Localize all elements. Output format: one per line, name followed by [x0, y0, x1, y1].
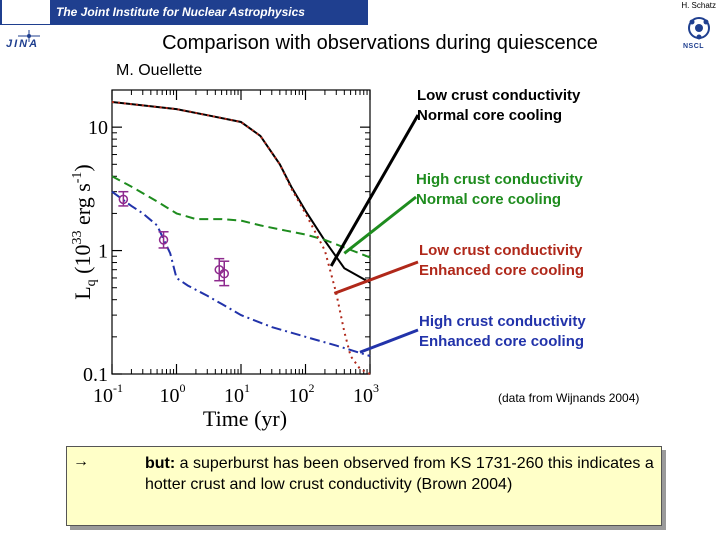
- jina-wordmark: JINA: [6, 38, 40, 50]
- slide-title: Comparison with observations during quie…: [162, 32, 598, 54]
- author-label: H. Schatz: [681, 1, 716, 10]
- observation-point: [158, 235, 169, 245]
- callout-body: a superburst has been observed from KS 1…: [145, 455, 654, 493]
- superburst-callout: → but: a superburst has been observed fr…: [66, 446, 662, 526]
- callout-lead: but:: [145, 455, 176, 472]
- banner-title: The Joint Institute for Nuclear Astrophy…: [56, 5, 305, 19]
- author-credit: M. Ouellette: [112, 62, 207, 80]
- y-tick-label: 0.1: [83, 364, 108, 386]
- nscl-logo-icon: [688, 17, 710, 40]
- x-tick-label: 100: [160, 381, 186, 407]
- y-axis-label: Lq (1033 erg s-1): [70, 164, 99, 300]
- y-tick-label: 10: [88, 117, 108, 139]
- annotation-low-enhanced: Low crust conductivity Enhanced core coo…: [419, 241, 584, 281]
- annotation-pointer-1: [343, 195, 417, 255]
- annotation-pointer-3: [359, 328, 419, 354]
- x-tick-label: 101: [224, 381, 250, 407]
- annotation-low-enhanced-line1: Low crust conductivity: [419, 242, 583, 259]
- x-axis-label: Time (yr): [203, 406, 287, 431]
- annotation-low-enhanced-line2: Enhanced core cooling: [419, 262, 585, 279]
- data-source-note: (data from Wijnands 2004): [498, 391, 640, 405]
- annotation-high-normal-line2: Normal core cooling: [416, 191, 562, 208]
- jina-banner: The Joint Institute for Nuclear Astrophy…: [0, 0, 368, 25]
- annotation-pointer-0: [329, 114, 420, 267]
- observation-point: [219, 268, 230, 279]
- annotation-high-normal: High crust conductivity Normal core cool…: [416, 170, 583, 210]
- y-tick-label: 1: [98, 241, 108, 263]
- observation-point: [118, 194, 129, 205]
- annotation-pointer-2: [333, 260, 419, 295]
- annotation-low-normal: Low crust conductivity Normal core cooli…: [417, 86, 580, 126]
- annotation-low-normal-line1: Low crust conductivity: [417, 87, 581, 104]
- jina-logo-icon: [2, 0, 50, 24]
- x-tick-label: 103: [353, 381, 379, 407]
- annotation-high-enhanced-line2: Enhanced core cooling: [419, 333, 585, 350]
- nscl-wordmark: NSCL: [683, 43, 705, 50]
- annotation-high-enhanced-line1: High crust conductivity: [419, 313, 586, 330]
- right-arrow-icon: →: [73, 453, 89, 470]
- jina-star-icon: [18, 30, 40, 42]
- annotation-high-normal-line1: High crust conductivity: [416, 171, 583, 188]
- annotation-high-enhanced: High crust conductivity Enhanced core co…: [419, 312, 586, 352]
- x-tick-label: 102: [289, 381, 315, 407]
- plot-frame: [111, 89, 371, 375]
- series-line-2: [111, 101, 371, 375]
- series-line-3: [111, 190, 371, 357]
- series-line-0: [111, 101, 371, 284]
- annotation-low-normal-line2: Normal core cooling: [417, 107, 563, 124]
- callout-text: but: a superburst has been observed from…: [145, 453, 655, 495]
- series-line-1: [111, 175, 371, 259]
